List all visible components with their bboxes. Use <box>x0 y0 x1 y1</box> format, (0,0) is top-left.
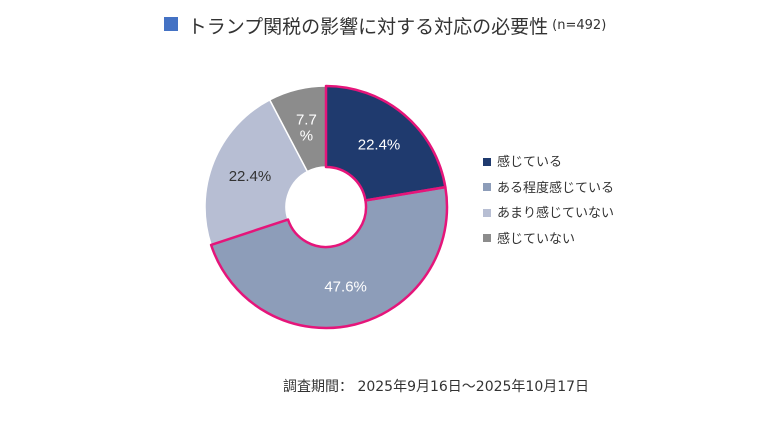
survey-period: 調査期間： 2025年9月16日～2025年10月17日 <box>283 379 590 395</box>
legend-item-3: あまり感じていない <box>483 204 614 230</box>
legend-item-4: 感じていない <box>483 230 614 256</box>
legend-swatch-2 <box>483 183 491 191</box>
legend-swatch-1 <box>483 157 491 166</box>
legend-label-4: 感じていない <box>497 231 576 247</box>
legend-label-1: 感じている <box>497 155 563 170</box>
highlight-outline-1 <box>324 84 447 202</box>
title-square-icon <box>163 16 178 31</box>
legend-swatch-3 <box>483 208 491 217</box>
data-label-3: 22.4% <box>229 168 272 185</box>
data-label-4: 7.7% <box>296 111 317 144</box>
chart-title: トランプ関税の影響に対する対応の必要性 <box>187 16 549 38</box>
data-label-2: 47.6% <box>324 279 367 296</box>
sample-size: (n=492) <box>552 18 607 33</box>
legend-swatch-4 <box>483 234 491 242</box>
highlight-outline-2 <box>209 185 449 330</box>
legend-item-1: 感じている <box>483 153 614 179</box>
chart-title-row: トランプ関税の影響に対する対応の必要性 (n=492) <box>0 12 770 39</box>
legend-label-2: ある程度感じている <box>497 180 615 196</box>
chart-legend: 感じているある程度感じている あまり感じていない 感じていない <box>483 153 614 255</box>
donut-slice-3 <box>204 98 309 246</box>
data-label-1: 22.4% <box>358 136 401 153</box>
legend-item-2: ある程度感じている <box>483 179 614 205</box>
legend-label-3: あまり感じていない <box>497 206 615 221</box>
